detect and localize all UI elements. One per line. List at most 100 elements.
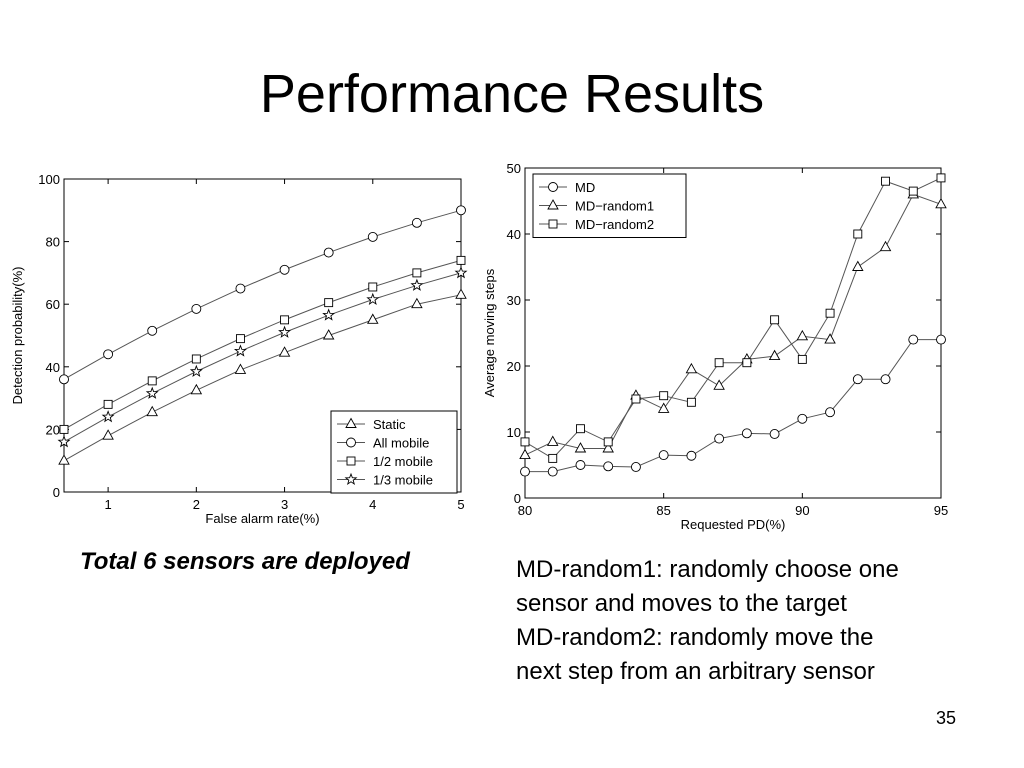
data-point [657,402,670,413]
x-tick-label: 1 [104,497,111,512]
data-point [412,268,422,278]
right-caption-line: next step from an arbitrary sensor [516,658,875,685]
legend-marker [346,456,356,466]
data-point [279,264,290,275]
x-axis-label: Requested PD(%) [681,517,786,532]
y-tick-label: 20 [507,359,521,374]
legend-label: 1/2 mobile [373,454,433,469]
data-point [456,205,466,216]
series-line [525,339,941,473]
data-point [658,450,669,461]
y-tick-label: 10 [507,425,521,440]
data-point [322,329,335,340]
series-1-3-mobile [57,266,468,448]
y-tick-label: 40 [507,227,521,242]
data-point [797,354,807,364]
data-point [322,308,336,321]
data-point [853,229,863,239]
data-point [455,288,467,299]
legend-marker [345,417,357,428]
data-point [713,379,725,390]
data-point [852,260,864,271]
right-caption-line: MD-random2: randomly move the [516,624,874,651]
chart-average-moving-steps: 80 85 90 95 0 10 20 30 40 50 Requested PD(%) Averag… [482,161,948,532]
data-point [147,325,158,336]
legend-marker [548,182,558,192]
data-point [456,255,466,265]
series-1-2-mobile [59,255,466,434]
series-line [63,209,462,380]
data-point [411,217,422,228]
legend-label: All mobile [373,436,429,451]
series-md-random2 [520,173,946,463]
data-point [520,437,530,447]
x-tick-label: 5 [457,497,464,512]
data-point [102,429,114,440]
x-tick-label: 85 [656,503,670,518]
data-point [575,460,586,470]
y-tick-label: 30 [507,293,521,308]
data-point [547,466,558,477]
left-caption: Total 6 sensors are deployed [80,548,410,575]
legend-marker [346,437,356,448]
y-tick-label: 60 [46,297,60,312]
x-axis-label: False alarm rate(%) [205,511,319,526]
right-caption-line: MD-random1: randomly choose one [516,556,899,583]
data-point [686,397,696,407]
legend-item: All mobile [337,436,429,451]
data-point [630,462,641,472]
data-point [280,315,290,325]
data-point [797,413,808,424]
data-point [659,391,669,401]
y-tick-label: 50 [507,161,521,176]
legend-item: 1/2 mobile [337,454,433,469]
y-axis-label: Detection probability(%) [10,266,25,404]
data-point [714,358,724,368]
data-point [852,374,863,385]
legend-label: Static [373,417,406,432]
chart-detection-probability: 1 2 3 4 5 0 20 40 60 80 100 False alarm rate(%) Dete… [10,172,468,526]
data-point [278,325,292,338]
data-point [58,454,70,465]
data-point [880,374,891,385]
data-point [908,334,919,345]
data-point [741,428,752,439]
data-point [366,292,380,305]
data-point [631,394,641,404]
data-point [519,448,531,460]
data-point [454,266,468,279]
series-line [63,294,462,462]
data-point [190,383,203,395]
x-tick-label: 2 [193,497,200,512]
data-point [235,283,246,294]
x-tick-label: 80 [518,503,532,518]
slide-title: Performance Results [259,64,765,124]
data-point [324,298,334,308]
data-point [191,303,202,314]
data-point [770,315,780,325]
legend-label: 1/3 mobile [373,473,433,488]
legend-item: MD [539,180,595,195]
legend-label: MD [575,180,595,195]
x-tick-label: 90 [795,503,809,518]
y-tick-label: 20 [46,422,60,437]
legend-marker [547,199,559,210]
data-point [768,349,781,361]
series-static [58,288,467,465]
legend-marker [344,472,358,485]
series-all-mobile [59,205,466,385]
data-point [367,313,379,324]
data-point [233,344,247,357]
series-line [63,272,462,443]
data-point [410,278,424,291]
series-line [524,193,942,456]
legend: Static All mobile 1/2 mobile 1/3 mobile [330,410,458,494]
right-caption-line: sensor and moves to the target [516,590,847,617]
data-point [368,282,378,292]
legend-item: Static [337,417,406,432]
x-tick-label: 4 [369,497,376,512]
series-line [63,259,462,430]
y-axis-label: Average moving steps [482,268,497,397]
data-point [935,197,947,209]
legend-item: MD−random2 [539,217,654,232]
